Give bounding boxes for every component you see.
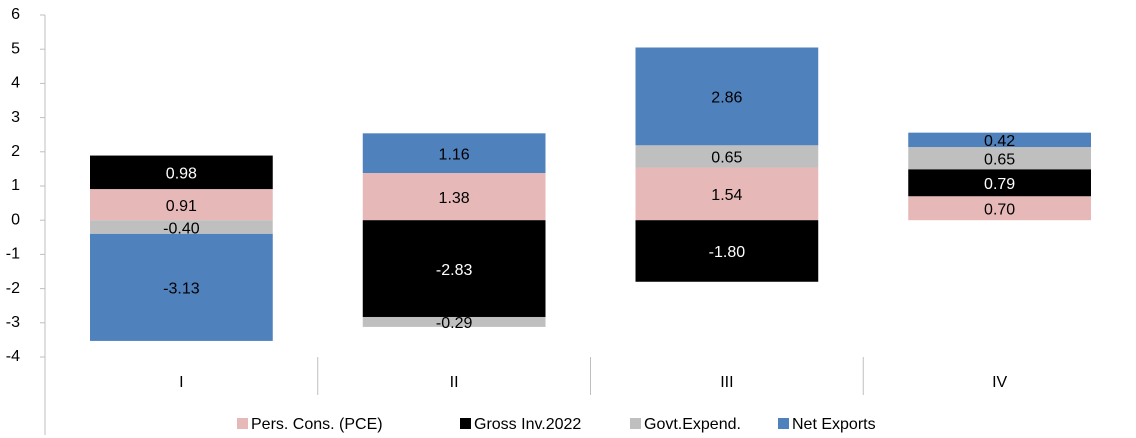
legend-label: Pers. Cons. (PCE) — [251, 416, 383, 433]
data-label: 0.65 — [984, 151, 1015, 168]
bar-segment — [90, 189, 273, 221]
data-label: -0.40 — [163, 220, 200, 237]
y-tick-label: 3 — [11, 109, 20, 126]
data-label: 0.98 — [166, 166, 197, 183]
legend-label: Gross Inv.2022 — [474, 416, 581, 433]
bar-segment — [635, 220, 819, 282]
data-label: 1.54 — [711, 187, 742, 204]
y-tick-label: 0 — [11, 211, 20, 228]
bar-segment — [635, 145, 819, 168]
bar-segment — [362, 220, 546, 317]
data-label: -0.29 — [436, 315, 473, 332]
bar-segment — [635, 47, 819, 146]
y-tick-label: 4 — [11, 75, 20, 92]
y-tick-label: -1 — [6, 246, 20, 263]
y-tick-label: -2 — [6, 280, 20, 297]
bar-segment — [362, 173, 546, 221]
data-label: 1.38 — [439, 190, 470, 207]
y-tick-label: 1 — [11, 177, 20, 194]
legend-swatch — [778, 418, 789, 429]
bar-segment — [908, 196, 1091, 221]
bar-segment — [90, 155, 273, 190]
data-label: 2.86 — [711, 90, 742, 107]
x-tick-label: III — [720, 374, 733, 391]
y-tick-label: -4 — [6, 348, 20, 365]
y-tick-label: 2 — [11, 143, 20, 160]
legend-swatch — [237, 418, 248, 429]
data-label: 1.16 — [439, 146, 470, 163]
bar-segment — [90, 220, 273, 234]
bar-segment — [362, 133, 546, 174]
y-tick-label: -3 — [6, 314, 20, 331]
y-tick-label: 5 — [11, 40, 20, 57]
y-tick-label: 6 — [11, 6, 20, 23]
bar-segment — [635, 167, 819, 221]
bar-segment — [908, 147, 1091, 170]
legend-swatch — [460, 418, 471, 429]
data-label: 0.65 — [711, 150, 742, 167]
legend-label: Govt.Expend. — [644, 416, 741, 433]
data-label: -1.80 — [709, 244, 746, 261]
data-label: 0.42 — [984, 133, 1015, 150]
data-label: -3.13 — [163, 281, 200, 298]
x-tick-label: I — [179, 374, 183, 391]
legend-swatch — [630, 418, 641, 429]
data-label: 0.91 — [166, 198, 197, 215]
data-label: 0.70 — [984, 201, 1015, 218]
bar-segment — [908, 169, 1091, 197]
x-tick-label: IV — [992, 374, 1007, 391]
data-label: -2.83 — [436, 262, 473, 279]
bar-segment — [362, 316, 546, 327]
data-label: 0.79 — [984, 176, 1015, 193]
bar-segment — [908, 132, 1091, 148]
bar-segment — [90, 233, 273, 341]
x-tick-label: II — [450, 374, 459, 391]
legend-label: Net Exports — [792, 416, 876, 433]
